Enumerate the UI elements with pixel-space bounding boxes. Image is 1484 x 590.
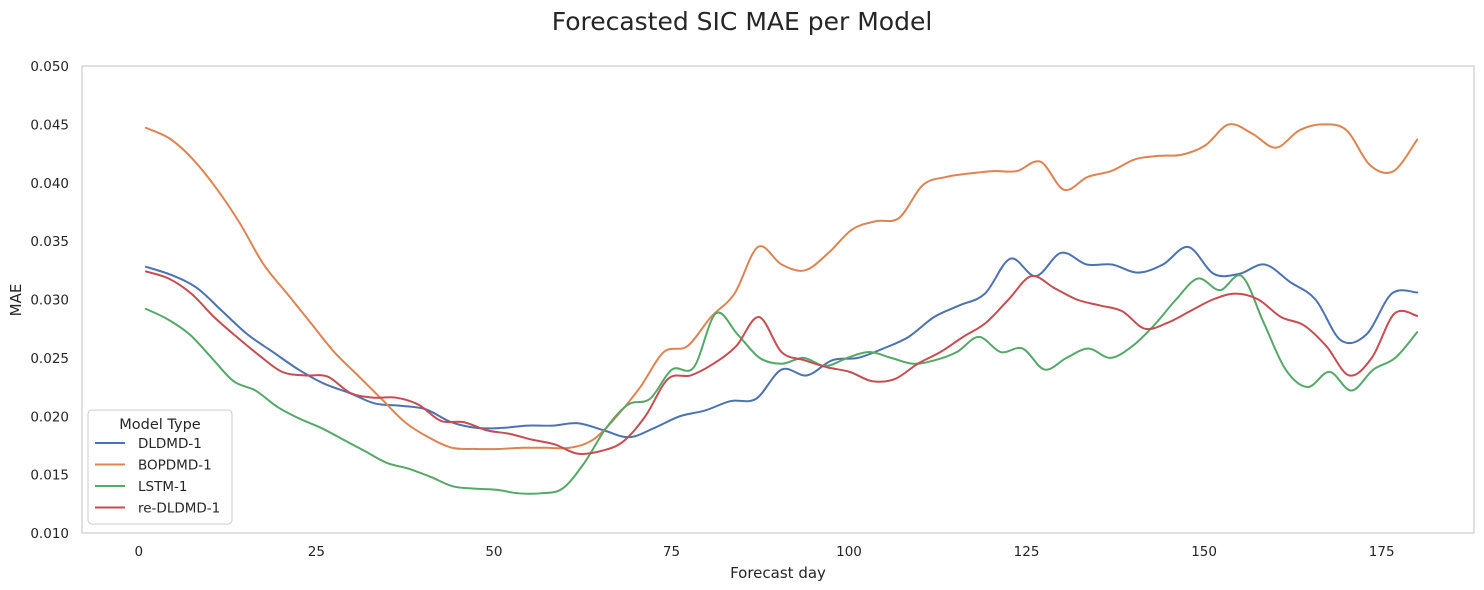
x-axis-ticks: 0 25 50 75 100 125 150 175 <box>135 544 1395 560</box>
x-tick-label: 100 <box>836 544 862 560</box>
y-tick-label: 0.030 <box>30 293 69 309</box>
x-tick-label: 150 <box>1191 544 1217 560</box>
legend-items: DLDMD-1 BOPDMD-1 LSTM-1 re-DLDMD-1 <box>95 436 220 517</box>
y-tick-label: 0.040 <box>30 176 69 192</box>
y-tick-label: 0.010 <box>30 526 69 542</box>
series-line-lstm-1 <box>144 274 1419 495</box>
x-tick-label: 50 <box>485 544 502 560</box>
y-axis-ticks: 0.010 0.015 0.020 0.025 0.030 0.035 0.040 0.045… <box>30 59 69 542</box>
series-line-bopdmd-1 <box>144 123 1419 451</box>
series-lines <box>144 123 1419 495</box>
y-axis-label: MAE <box>7 284 25 317</box>
legend-label: BOPDMD-1 <box>138 458 212 474</box>
x-tick-label: 75 <box>663 544 680 560</box>
legend-label: DLDMD-1 <box>138 436 202 452</box>
x-tick-label: 0 <box>135 544 144 560</box>
legend-title: Model Type <box>119 417 201 433</box>
y-tick-label: 0.045 <box>30 117 69 133</box>
legend: Model Type DLDMD-1 BOPDMD-1 LSTM-1 re-DLDMD… <box>87 409 233 525</box>
y-tick-label: 0.025 <box>30 351 69 367</box>
legend-box <box>87 409 233 525</box>
y-tick-label: 0.050 <box>30 59 69 75</box>
legend-label: re-DLDMD-1 <box>138 501 220 517</box>
x-tick-label: 25 <box>308 544 325 560</box>
x-tick-label: 125 <box>1014 544 1040 560</box>
x-tick-label: 175 <box>1369 544 1395 560</box>
chart-title: Forecasted SIC MAE per Model <box>552 7 933 36</box>
y-tick-label: 0.020 <box>30 409 69 425</box>
y-tick-label: 0.035 <box>30 234 69 250</box>
x-axis-label: Forecast day <box>730 564 826 582</box>
y-tick-label: 0.015 <box>30 468 69 484</box>
legend-label: LSTM-1 <box>138 479 187 495</box>
plot-frame <box>81 65 1475 534</box>
series-line-re-dldmd-1 <box>144 270 1419 456</box>
plot-area <box>81 65 1475 534</box>
